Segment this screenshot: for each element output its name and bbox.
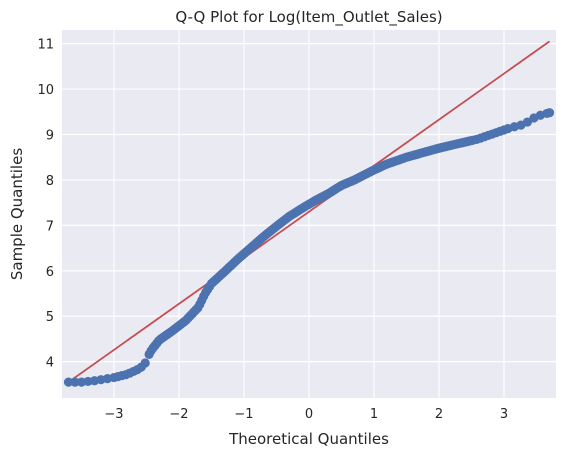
- x-axis-label: Theoretical Quantiles: [228, 430, 389, 448]
- x-tick-label: −1: [234, 407, 253, 422]
- y-tick-label: 7: [46, 219, 54, 234]
- data-point: [70, 377, 80, 387]
- x-tick-label: 3: [500, 407, 508, 422]
- reference-line-group: [67, 40, 551, 383]
- y-tick-label: 4: [46, 356, 54, 371]
- x-tick-label: 0: [305, 407, 313, 422]
- x-tick-label: −2: [169, 407, 188, 422]
- y-tick-label: 6: [46, 265, 54, 280]
- y-tick-label: 9: [46, 128, 54, 143]
- x-tick-label: 2: [435, 407, 443, 422]
- data-point: [140, 358, 150, 368]
- y-tick-label: 8: [46, 174, 54, 189]
- data-point: [63, 377, 74, 387]
- data-points: [63, 108, 555, 387]
- reference-line: [67, 40, 551, 383]
- y-tick-label: 10: [37, 83, 54, 98]
- y-tick-label: 5: [46, 310, 54, 325]
- x-tick-label: −3: [104, 407, 123, 422]
- y-tick-label: 11: [37, 38, 54, 53]
- y-axis-label: Sample Quantiles: [8, 148, 26, 280]
- x-tick-labels: −3 −2 −1 0 1 2 3: [104, 407, 508, 422]
- x-tick-label: 1: [370, 407, 378, 422]
- data-point: [544, 108, 555, 118]
- chart-title: Q-Q Plot for Log(Item_Outlet_Sales): [175, 8, 442, 27]
- y-tick-labels: 4 5 6 7 8 9 10 11: [37, 38, 54, 371]
